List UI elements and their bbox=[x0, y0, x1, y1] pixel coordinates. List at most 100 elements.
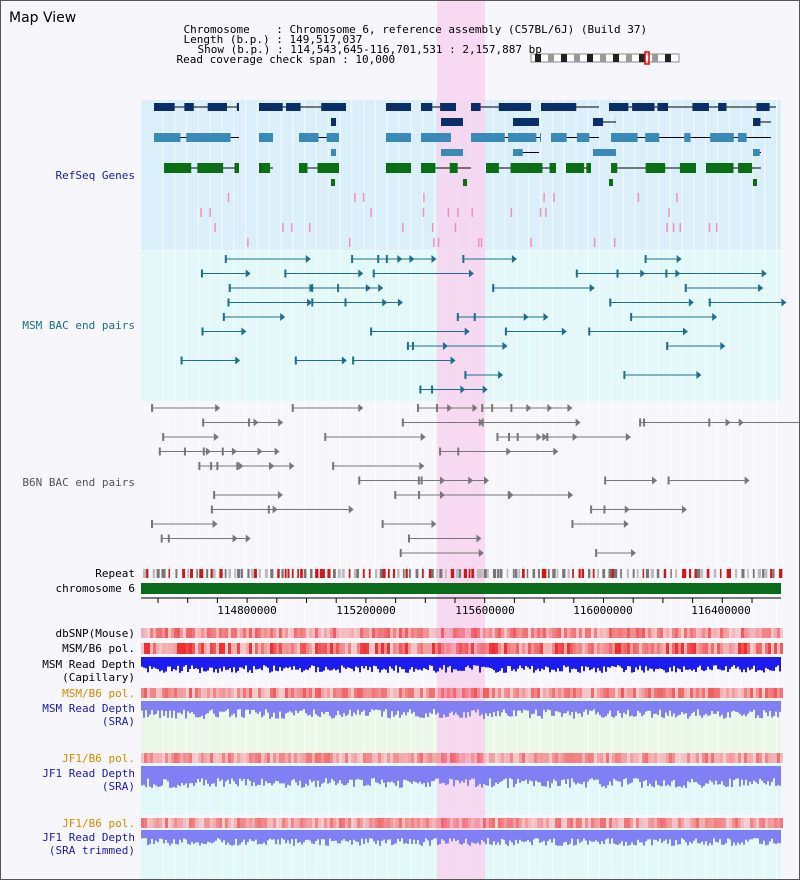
polymorphism-heat bbox=[726, 628, 729, 638]
polymorphism-heat bbox=[651, 753, 654, 763]
polymorphism-heat bbox=[543, 688, 546, 698]
polymorphism-heat bbox=[609, 643, 612, 654]
polymorphism-heat bbox=[432, 818, 435, 828]
read-depth-bar bbox=[605, 701, 607, 717]
polymorphism-heat bbox=[264, 753, 267, 763]
read-depth-bar bbox=[681, 701, 683, 712]
jf1-depth-sra-line2: (SRA) bbox=[101, 780, 135, 793]
polymorphism-heat bbox=[726, 753, 729, 763]
polymorphism-heat bbox=[669, 643, 672, 654]
track-label-jf1-depth-sra[interactable]: JF1 Read Depth (SRA) bbox=[1, 767, 135, 793]
polymorphism-heat bbox=[774, 643, 777, 654]
polymorphism-heat bbox=[438, 688, 441, 698]
read-depth-bar bbox=[487, 766, 489, 786]
polymorphism-heat bbox=[279, 628, 282, 638]
track-label-msm-depth-capillary[interactable]: MSM Read Depth (Capillary) bbox=[1, 658, 135, 684]
polymorphism-heat bbox=[468, 753, 471, 763]
polymorphism-heat bbox=[363, 818, 366, 828]
track-label-refseq[interactable]: RefSeq Genes bbox=[55, 169, 135, 182]
polymorphism-heat bbox=[720, 688, 723, 698]
read-depth-bar bbox=[315, 657, 317, 673]
bac-end-arrow bbox=[676, 255, 682, 263]
repeat-mark bbox=[752, 569, 755, 578]
read-depth-bar bbox=[299, 657, 301, 669]
bac-end bbox=[684, 284, 687, 292]
read-depth-bar bbox=[485, 657, 487, 668]
track-label-repeat[interactable]: Repeat bbox=[95, 567, 135, 580]
read-depth-bar bbox=[321, 701, 323, 712]
polymorphism-heat bbox=[306, 628, 309, 638]
read-depth-bar bbox=[599, 766, 601, 785]
track-label-jf1-depth-trimmed[interactable]: JF1 Read Depth (SRA trimmed) bbox=[1, 831, 135, 857]
polymorphism-heat bbox=[303, 688, 306, 698]
snp-mark bbox=[209, 208, 211, 217]
polymorphism-heat bbox=[558, 628, 561, 638]
polymorphism-heat bbox=[195, 688, 198, 698]
show-key: Show (b.p.) bbox=[197, 43, 271, 56]
polymorphism-heat bbox=[489, 688, 492, 698]
bac-end bbox=[575, 269, 578, 278]
read-depth-bar bbox=[193, 766, 195, 786]
read-depth-bar bbox=[373, 830, 375, 842]
read-depth-bar bbox=[253, 830, 255, 842]
read-depth-bar bbox=[735, 766, 737, 779]
track-label-dbsnp[interactable]: dbSNP(Mouse) bbox=[55, 627, 135, 640]
read-depth-bar bbox=[731, 766, 733, 787]
read-depth-bar bbox=[597, 766, 599, 780]
read-depth-bar bbox=[337, 701, 339, 711]
read-depth-bar bbox=[573, 830, 575, 846]
read-depth-bar bbox=[391, 701, 393, 712]
repeat-mark bbox=[713, 569, 717, 578]
polymorphism-heat bbox=[144, 643, 147, 654]
polymorphism-heat bbox=[465, 688, 468, 698]
track-label-jf1-b6-pol-2[interactable]: JF1/B6 pol. bbox=[62, 817, 135, 830]
polymorphism-heat bbox=[258, 818, 261, 828]
read-depth-bar bbox=[575, 657, 577, 670]
polymorphism-heat bbox=[741, 753, 744, 763]
polymorphism-heat bbox=[639, 818, 642, 828]
read-depth-bar bbox=[143, 657, 145, 668]
read-depth-bar bbox=[641, 766, 643, 788]
read-depth-bar bbox=[417, 657, 419, 670]
snp-mark bbox=[282, 223, 284, 232]
polymorphism-heat bbox=[618, 818, 621, 828]
read-depth-bar bbox=[681, 657, 683, 672]
polymorphism-heat bbox=[537, 753, 540, 763]
track-label-msm-b6-pol-2[interactable]: MSM/B6 pol. bbox=[62, 687, 135, 700]
read-depth-bar bbox=[335, 766, 337, 786]
read-depth-bar bbox=[697, 766, 699, 784]
read-depth-bar bbox=[619, 701, 621, 714]
polymorphism-heat bbox=[435, 628, 438, 638]
polymorphism-heat bbox=[588, 628, 591, 638]
read-depth-bar bbox=[485, 701, 487, 714]
polymorphism-heat bbox=[723, 688, 726, 698]
read-depth-bar bbox=[361, 766, 363, 780]
read-depth-bar bbox=[333, 766, 335, 782]
polymorphism-heat bbox=[309, 688, 312, 698]
read-depth-bar bbox=[457, 701, 459, 716]
read-depth-bar bbox=[441, 657, 443, 670]
gene-exon bbox=[507, 133, 537, 142]
polymorphism-heat bbox=[480, 818, 483, 828]
gene-exon bbox=[645, 133, 660, 142]
repeat-mark bbox=[382, 569, 386, 578]
read-depth-bar bbox=[353, 766, 355, 787]
read-depth-bar bbox=[747, 701, 749, 714]
polymorphism-heat bbox=[441, 818, 444, 828]
read-depth-bar bbox=[719, 830, 721, 840]
read-depth-bar bbox=[313, 657, 315, 666]
track-label-msm-b6-pol-1[interactable]: MSM/B6 pol. bbox=[62, 642, 135, 655]
read-depth-bar bbox=[339, 657, 341, 673]
polymorphism-heat bbox=[222, 753, 225, 763]
coverage-value: 10,000 bbox=[355, 53, 396, 66]
polymorphism-heat bbox=[315, 818, 318, 828]
track-label-msm-depth-sra[interactable]: MSM Read Depth (SRA) bbox=[1, 702, 135, 728]
track-label-b6n-bac[interactable]: B6N BAC end pairs bbox=[22, 476, 135, 489]
read-depth-bar bbox=[245, 657, 247, 666]
read-depth-bar bbox=[701, 830, 703, 842]
read-depth-bar bbox=[141, 830, 143, 839]
read-depth-bar bbox=[377, 657, 379, 669]
track-label-jf1-b6-pol-1[interactable]: JF1/B6 pol. bbox=[62, 752, 135, 765]
track-label-msm-bac[interactable]: MSM BAC end pairs bbox=[22, 319, 135, 332]
